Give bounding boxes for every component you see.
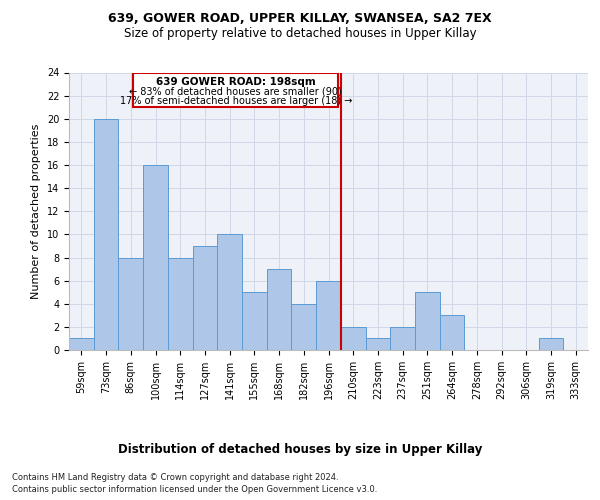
Bar xyxy=(365,338,390,350)
Bar xyxy=(316,280,341,350)
Bar xyxy=(69,338,94,350)
Bar xyxy=(193,246,217,350)
Bar xyxy=(292,304,316,350)
Text: 17% of semi-detached houses are larger (18) →: 17% of semi-detached houses are larger (… xyxy=(119,96,352,106)
Text: Contains public sector information licensed under the Open Government Licence v3: Contains public sector information licen… xyxy=(12,485,377,494)
Bar xyxy=(267,269,292,350)
Text: Contains HM Land Registry data © Crown copyright and database right 2024.: Contains HM Land Registry data © Crown c… xyxy=(12,472,338,482)
Bar xyxy=(242,292,267,350)
Bar xyxy=(390,327,415,350)
Bar xyxy=(341,327,365,350)
Bar xyxy=(143,165,168,350)
Text: 639, GOWER ROAD, UPPER KILLAY, SWANSEA, SA2 7EX: 639, GOWER ROAD, UPPER KILLAY, SWANSEA, … xyxy=(108,12,492,26)
Text: Distribution of detached houses by size in Upper Killay: Distribution of detached houses by size … xyxy=(118,442,482,456)
Bar xyxy=(440,316,464,350)
Bar xyxy=(94,118,118,350)
Y-axis label: Number of detached properties: Number of detached properties xyxy=(31,124,41,299)
Bar xyxy=(168,258,193,350)
Text: Size of property relative to detached houses in Upper Killay: Size of property relative to detached ho… xyxy=(124,28,476,40)
Bar xyxy=(118,258,143,350)
Text: ← 83% of detached houses are smaller (90): ← 83% of detached houses are smaller (90… xyxy=(130,86,342,97)
Text: 639 GOWER ROAD: 198sqm: 639 GOWER ROAD: 198sqm xyxy=(156,76,316,86)
Bar xyxy=(539,338,563,350)
Bar xyxy=(415,292,440,350)
Bar xyxy=(217,234,242,350)
FancyBboxPatch shape xyxy=(133,72,338,107)
